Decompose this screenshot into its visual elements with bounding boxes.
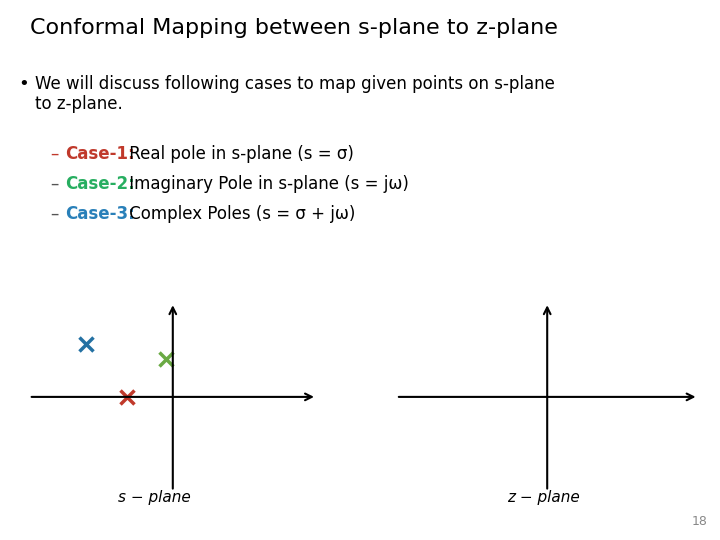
Text: Imaginary Pole in s-plane (s = jω): Imaginary Pole in s-plane (s = jω) bbox=[125, 175, 410, 193]
Text: •: • bbox=[18, 75, 29, 93]
Text: Case-1:: Case-1: bbox=[65, 145, 135, 163]
Text: Complex Poles (s = σ + jω): Complex Poles (s = σ + jω) bbox=[125, 205, 356, 223]
Text: Real pole in s-plane (s = σ): Real pole in s-plane (s = σ) bbox=[125, 145, 354, 163]
Text: Conformal Mapping between s-plane to z-plane: Conformal Mapping between s-plane to z-p… bbox=[30, 18, 558, 38]
Text: Case-3:: Case-3: bbox=[65, 205, 135, 223]
Text: Case-2:: Case-2: bbox=[65, 175, 135, 193]
Text: z − plane: z − plane bbox=[507, 490, 580, 505]
Text: s − plane: s − plane bbox=[118, 490, 192, 505]
Text: We will discuss following cases to map given points on s-plane: We will discuss following cases to map g… bbox=[35, 75, 555, 93]
Text: –: – bbox=[50, 175, 58, 193]
Text: to z-plane.: to z-plane. bbox=[35, 95, 122, 113]
Text: –: – bbox=[50, 205, 58, 223]
Text: 18: 18 bbox=[692, 515, 708, 528]
Text: –: – bbox=[50, 145, 58, 163]
